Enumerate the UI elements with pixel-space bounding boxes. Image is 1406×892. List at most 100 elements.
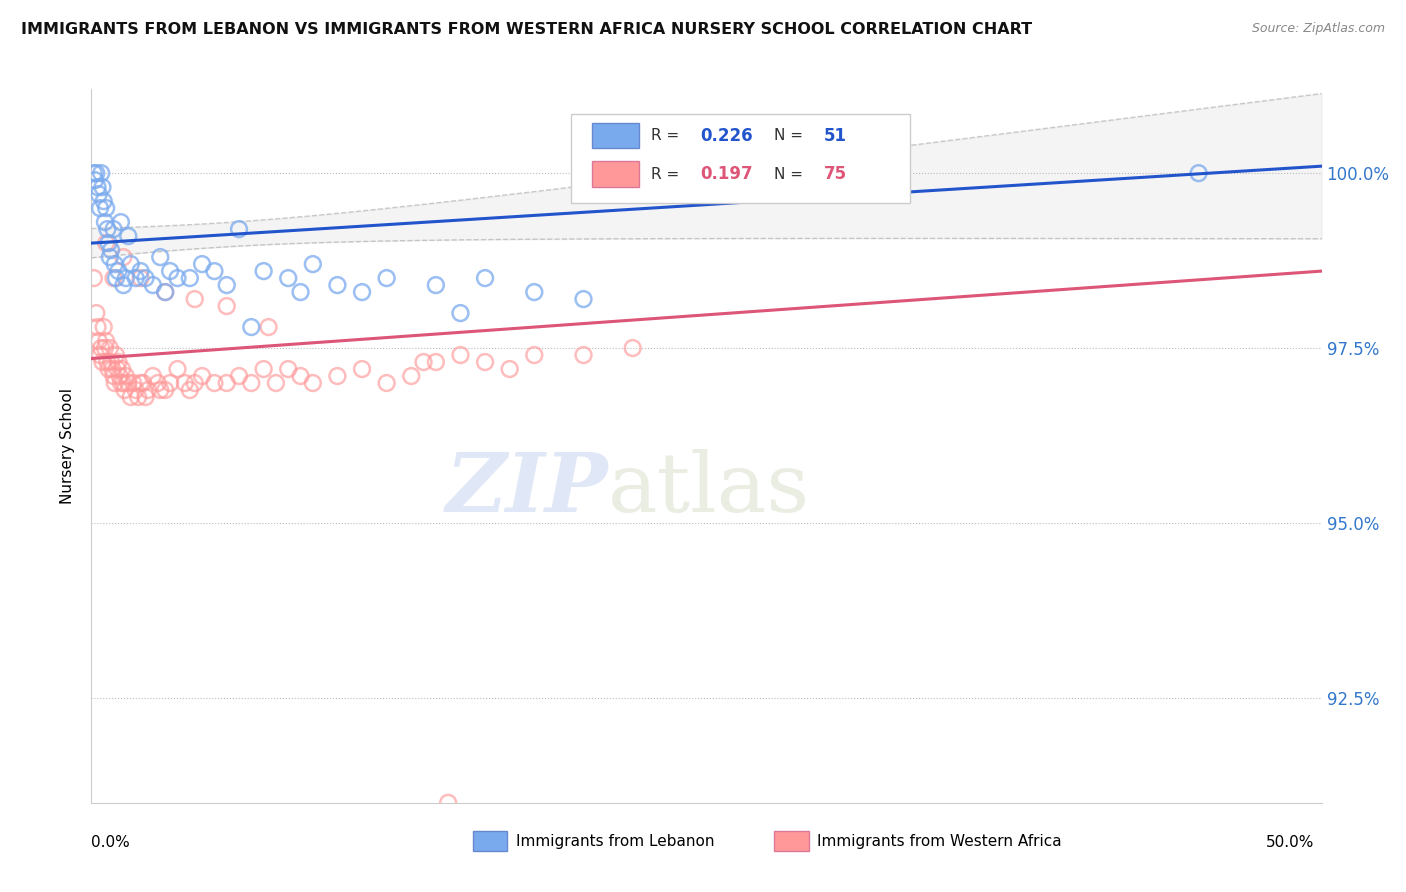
Text: Immigrants from Western Africa: Immigrants from Western Africa [817, 834, 1062, 849]
Point [100, 355, 122, 369]
Text: R =: R = [651, 167, 685, 182]
Point [425, 278, 447, 293]
Point [90, 166, 112, 180]
Point [98, 250, 121, 264]
Point [96, 334, 117, 348]
Point [86, 180, 108, 194]
Point [399, 369, 422, 384]
Point [96, 236, 117, 251]
Y-axis label: Nursery School: Nursery School [60, 388, 76, 504]
Point [87, 334, 110, 348]
Point [132, 376, 155, 390]
Point [202, 376, 225, 390]
Point [103, 271, 125, 285]
Point [166, 362, 188, 376]
Point [240, 376, 263, 390]
Point [240, 320, 263, 334]
Point [142, 278, 165, 293]
Point [412, 355, 434, 369]
Point [135, 390, 157, 404]
Point [352, 285, 374, 299]
Point [87, 187, 110, 202]
Text: 51: 51 [824, 127, 846, 145]
Point [191, 257, 214, 271]
Point [93, 320, 115, 334]
Point [83, 166, 105, 180]
Point [153, 383, 177, 397]
Point [277, 271, 299, 285]
Point [129, 376, 152, 390]
Point [523, 285, 546, 299]
Point [127, 390, 149, 404]
Point [159, 264, 181, 278]
Point [86, 306, 108, 320]
Point [523, 348, 546, 362]
Point [91, 355, 114, 369]
Text: R =: R = [651, 128, 685, 143]
Point [107, 355, 129, 369]
Text: Immigrants from Lebanon: Immigrants from Lebanon [516, 834, 714, 849]
Point [111, 362, 134, 376]
Point [449, 306, 471, 320]
Point [290, 285, 312, 299]
Point [179, 271, 201, 285]
Point [86, 320, 108, 334]
Point [110, 215, 132, 229]
Point [215, 278, 238, 293]
Text: 75: 75 [824, 165, 846, 183]
Bar [775, 831, 808, 851]
Point [105, 362, 128, 376]
Point [101, 362, 124, 376]
Point [215, 376, 238, 390]
Text: ZIP: ZIP [446, 449, 607, 529]
Point [301, 257, 323, 271]
Text: 0.0%: 0.0% [91, 836, 131, 850]
Text: 0.197: 0.197 [700, 165, 754, 183]
Point [117, 229, 139, 244]
Point [105, 271, 127, 285]
Point [474, 271, 496, 285]
Point [326, 278, 349, 293]
Point [166, 271, 188, 285]
Point [253, 264, 276, 278]
Point [94, 215, 117, 229]
Text: IMMIGRANTS FROM LEBANON VS IMMIGRANTS FROM WESTERN AFRICA NURSERY SCHOOL CORRELA: IMMIGRANTS FROM LEBANON VS IMMIGRANTS FR… [21, 22, 1032, 37]
Point [174, 376, 197, 390]
Point [183, 292, 207, 306]
Point [104, 257, 127, 271]
Point [96, 201, 117, 215]
Point [129, 271, 152, 285]
Point [257, 320, 280, 334]
Point [112, 376, 135, 390]
Bar [472, 831, 508, 851]
Point [112, 278, 135, 293]
Point [202, 264, 225, 278]
Point [110, 376, 132, 390]
Text: 0.226: 0.226 [700, 127, 754, 145]
Point [117, 376, 139, 390]
Point [352, 362, 374, 376]
Text: 50.0%: 50.0% [1267, 836, 1315, 850]
Text: atlas: atlas [607, 449, 810, 529]
Point [122, 376, 145, 390]
Point [572, 348, 595, 362]
Point [108, 369, 131, 384]
Point [100, 243, 122, 257]
Point [104, 376, 127, 390]
Point [149, 383, 172, 397]
Point [135, 271, 157, 285]
Point [277, 362, 299, 376]
Point [84, 173, 107, 187]
Text: N =: N = [775, 167, 808, 182]
Point [89, 201, 111, 215]
Point [98, 341, 121, 355]
Point [425, 355, 447, 369]
Point [183, 376, 207, 390]
Point [215, 299, 238, 313]
Point [114, 271, 138, 285]
Point [120, 390, 142, 404]
Point [264, 376, 287, 390]
Point [114, 383, 136, 397]
Point [142, 369, 165, 384]
Point [290, 369, 312, 384]
